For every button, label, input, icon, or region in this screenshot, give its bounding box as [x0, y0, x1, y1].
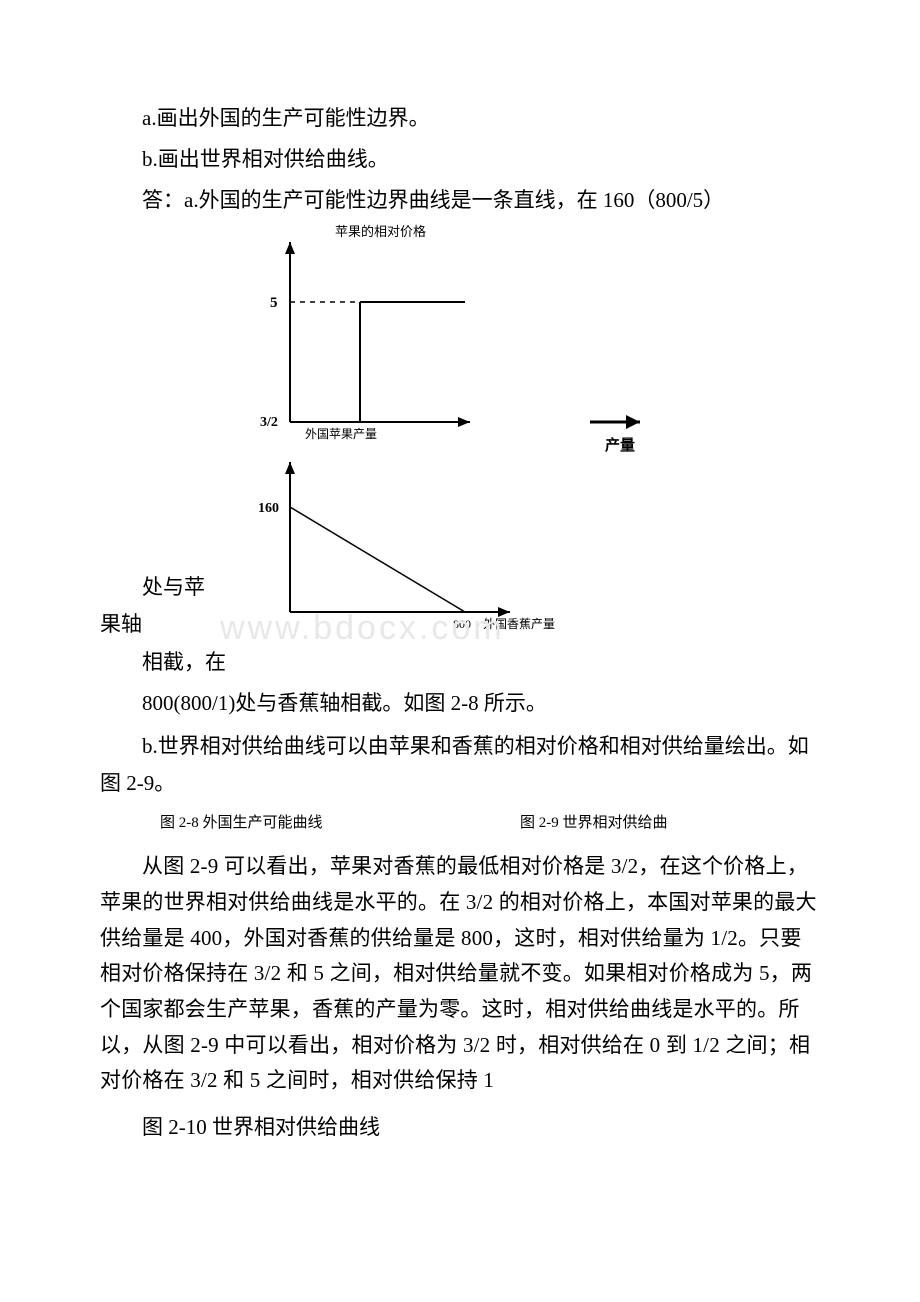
question-b: b.画出世界相对供给曲线。: [100, 141, 820, 178]
answer-a-line2: 相截，在: [100, 644, 820, 681]
ytick-3-2: 3/2: [260, 415, 278, 430]
figure-captions: 图 2-8 外国生产可能曲线 图 2-9 世界相对供给曲: [100, 811, 820, 835]
figure-2-10-caption: 图 2-10 世界相对供给曲线: [100, 1109, 820, 1146]
ytick-5: 5: [270, 295, 278, 311]
caption-2-9: 图 2-9 世界相对供给曲: [460, 811, 820, 835]
answer-a-left-fragment: 处与苹果轴: [100, 569, 210, 643]
answer-a-line3: 800(800/1)处与香蕉轴相截。如图 2-8 所示。: [100, 685, 820, 722]
relative-supply-chart: 苹果的相对价格 5 3/2 外国苹果产量 产量: [210, 222, 680, 452]
answer-a-line1: 答：a.外国的生产可能性边界曲线是一条直线，在 160（800/5）: [100, 182, 820, 219]
charts-container: www.bdocx.com 苹果的相对价格 5 3/2 外国苹果产量 产量: [210, 222, 680, 642]
chart-top-title: 苹果的相对价格: [335, 224, 426, 239]
xlabel-foreign-banana: 外国香蕉产量: [483, 617, 555, 631]
xtick-800: 800: [453, 617, 471, 631]
arrow-label-output: 产量: [605, 436, 635, 452]
xlabel-foreign-apple: 外国苹果产量: [305, 427, 377, 441]
question-a: a.画出外国的生产可能性边界。: [100, 100, 820, 137]
answer-b-line1: b.世界相对供给曲线可以由苹果和香蕉的相对价格和相对供给量绘出。如图 2-9。: [100, 728, 820, 802]
ppf-chart: 160 800 外国香蕉产量: [210, 452, 680, 642]
caption-2-8: 图 2-8 外国生产可能曲线: [100, 811, 460, 835]
chart-and-text-row: 处与苹果轴 www.bdocx.com 苹果的相对价格 5 3/2 外国苹果产量…: [100, 222, 820, 642]
ytick-160: 160: [258, 501, 279, 516]
explanation-paragraph: 从图 2-9 可以看出，苹果对香蕉的最低相对价格是 3/2，在这个价格上，苹果的…: [100, 849, 820, 1099]
